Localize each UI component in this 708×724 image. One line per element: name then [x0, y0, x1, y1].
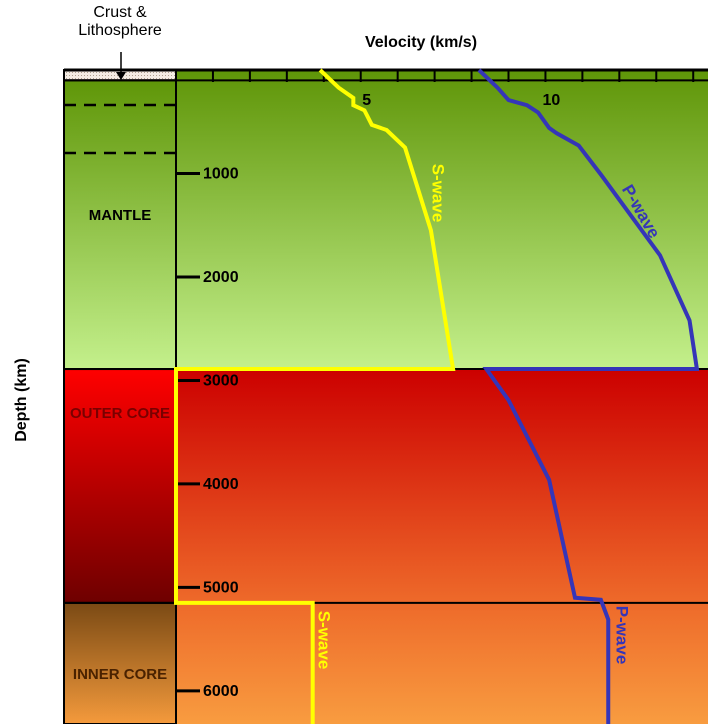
layer-label: INNER CORE [64, 666, 176, 684]
series-label: S-wave [429, 164, 448, 223]
layer-label: Crust & Lithosphere [54, 4, 186, 40]
plot-layer [176, 369, 708, 603]
layer-label: MANTLE [64, 207, 176, 225]
y-tick-label: 6000 [203, 683, 239, 700]
plot-layer [176, 70, 708, 80]
y-tick-label: 2000 [203, 269, 239, 286]
series-label: P-wave [613, 606, 632, 665]
chart-svg: Velocity (km/s) Depth (km) 5 10 1000 2000 30… [0, 0, 708, 724]
series-label: S-wave [315, 611, 334, 670]
layer-label: OUTER CORE [64, 405, 176, 423]
y-tick-label: 4000 [203, 476, 239, 493]
layer [64, 603, 176, 724]
x-tick-label: 10 [543, 92, 561, 109]
y-axis-title: Depth (km) [13, 358, 30, 442]
plot-layer [176, 80, 708, 369]
chart: Velocity (km/s) Depth (km) 5 10 1000 2000 30… [0, 0, 708, 724]
y-tick-label: 3000 [203, 373, 239, 390]
x-tick-label: 5 [362, 92, 371, 109]
y-tick-label: 5000 [203, 580, 239, 597]
x-axis-title: Velocity (km/s) [365, 34, 477, 51]
y-tick-label: 1000 [203, 166, 239, 183]
